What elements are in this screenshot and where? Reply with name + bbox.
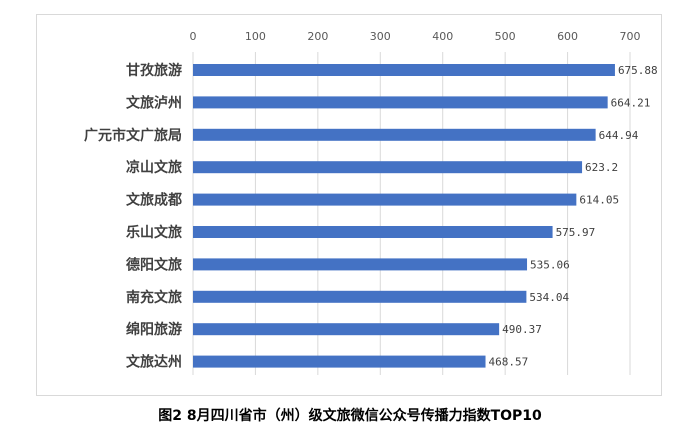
bars [193, 64, 615, 368]
data-label: 664.21 [611, 96, 651, 109]
x-tick-label: 200 [307, 30, 328, 43]
bar [193, 193, 577, 206]
x-axis-ticks: 0 100 200 300 400 500 600 700 [190, 30, 641, 43]
bar [193, 96, 608, 109]
x-tick-label: 300 [370, 30, 391, 43]
bar [193, 355, 486, 368]
bar-chart: 0 100 200 300 400 500 600 700 甘孜旅游文旅泸州广元市文广旅局凉山… [84, 30, 658, 375]
bar [193, 64, 615, 76]
category-label: 绵阳旅游 [126, 321, 182, 338]
x-tick-label: 0 [190, 30, 197, 43]
category-label: 凉山文旅 [126, 159, 182, 176]
data-label: 468.57 [489, 356, 529, 369]
category-label: 文旅达州 [126, 354, 182, 371]
bar [193, 128, 596, 141]
x-tick-label: 400 [432, 30, 453, 43]
category-labels: 甘孜旅游文旅泸州广元市文广旅局凉山文旅文旅成都乐山文旅德阳文旅南充文旅绵阳旅游文… [84, 62, 182, 371]
category-label: 甘孜旅游 [126, 62, 182, 79]
bar [193, 258, 528, 271]
x-tick-label: 600 [557, 30, 578, 43]
bar [193, 226, 553, 238]
data-labels: 675.88 664.21 644.94 623.2 614.05 575.97 535.0… [489, 64, 658, 369]
x-tick-label: 700 [620, 30, 641, 43]
category-label: 南充文旅 [126, 289, 182, 306]
category-label: 德阳文旅 [126, 256, 182, 273]
x-tick-label: 100 [245, 30, 266, 43]
data-label: 534.04 [529, 291, 569, 304]
x-tick-label: 500 [495, 30, 516, 43]
category-label: 乐山文旅 [126, 224, 182, 241]
category-label: 文旅泸州 [126, 94, 182, 111]
bar [193, 161, 583, 174]
data-label: 575.97 [556, 226, 596, 239]
category-label: 文旅成都 [126, 192, 182, 209]
figure-caption: 图2 8月四川省市（州）级文旅微信公众号传播力指数TOP10 [158, 408, 542, 424]
bar [193, 290, 527, 303]
bar [193, 323, 500, 336]
category-label: 广元市文广旅局 [84, 127, 182, 144]
data-label: 535.06 [530, 258, 570, 271]
data-label: 623.2 [585, 161, 618, 174]
data-label: 644.94 [599, 129, 639, 142]
data-label: 490.37 [502, 323, 542, 336]
data-label: 614.05 [579, 194, 619, 207]
data-label: 675.88 [618, 64, 658, 77]
